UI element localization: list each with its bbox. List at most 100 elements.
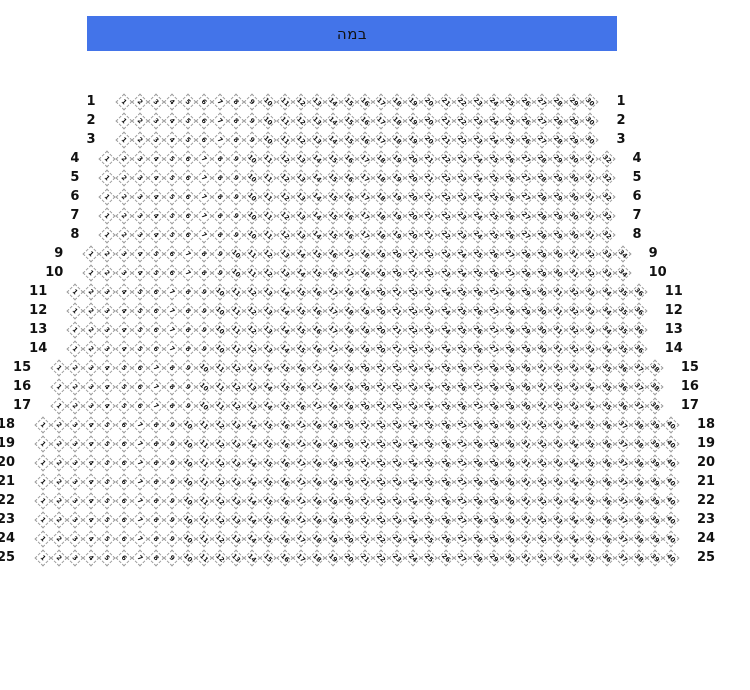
seat[interactable]: 21	[404, 264, 422, 282]
seat[interactable]: 31	[549, 283, 567, 301]
seat[interactable]: 2	[115, 169, 133, 187]
seat[interactable]: 36	[598, 549, 616, 567]
seat[interactable]: 32	[565, 340, 583, 358]
seat[interactable]: 2	[115, 226, 133, 244]
seat[interactable]: 13	[243, 397, 261, 415]
seat[interactable]: 17	[292, 549, 310, 567]
seat[interactable]: 1	[82, 264, 100, 282]
seat[interactable]: 25	[420, 473, 438, 491]
seat[interactable]: 15	[259, 473, 277, 491]
seat[interactable]: 26	[501, 169, 519, 187]
seat[interactable]: 10	[179, 530, 197, 548]
seat[interactable]: 16	[276, 416, 294, 434]
seat[interactable]: 18	[340, 340, 358, 358]
seat[interactable]: 25	[437, 397, 455, 415]
seat[interactable]: 4	[82, 473, 100, 491]
seat[interactable]: 9	[163, 511, 181, 529]
seat[interactable]: 28	[533, 150, 551, 168]
seat[interactable]: 15	[292, 321, 310, 339]
seat[interactable]: 24	[404, 492, 422, 510]
seat[interactable]: 12	[211, 473, 229, 491]
seat[interactable]: 18	[324, 378, 342, 396]
seat[interactable]: 8	[179, 302, 197, 320]
seat[interactable]: 38	[630, 492, 648, 510]
seat[interactable]: 7	[163, 340, 181, 358]
seat[interactable]: 9	[195, 283, 213, 301]
seat[interactable]: 11	[195, 549, 213, 567]
seat[interactable]: 23	[388, 530, 406, 548]
seat[interactable]: 26	[453, 378, 471, 396]
seat[interactable]: 36	[630, 340, 648, 358]
seat[interactable]: 19	[324, 473, 342, 491]
seat[interactable]: 4	[147, 169, 165, 187]
seat[interactable]: 21	[356, 454, 374, 472]
seat[interactable]: 25	[485, 188, 503, 206]
seat[interactable]: 8	[195, 264, 213, 282]
seat[interactable]: 38	[630, 454, 648, 472]
seat[interactable]: 39	[646, 492, 664, 510]
seat[interactable]: 5	[147, 245, 165, 263]
seat[interactable]: 2	[66, 378, 84, 396]
seat[interactable]: 9	[195, 302, 213, 320]
seat[interactable]: 37	[630, 378, 648, 396]
seat[interactable]: 11	[227, 302, 245, 320]
seat[interactable]: 22	[388, 397, 406, 415]
seat[interactable]: 14	[243, 416, 261, 434]
seat[interactable]: 9	[195, 340, 213, 358]
seat[interactable]: 22	[372, 435, 390, 453]
seat[interactable]: 6	[115, 435, 133, 453]
seat[interactable]: 19	[324, 416, 342, 434]
seat[interactable]: 21	[356, 549, 374, 567]
seat[interactable]: 4	[147, 150, 165, 168]
seat[interactable]: 25	[420, 492, 438, 510]
seat[interactable]: 16	[308, 321, 326, 339]
seat[interactable]: 24	[404, 473, 422, 491]
seat[interactable]: 25	[453, 302, 471, 320]
seat[interactable]: 4	[115, 321, 133, 339]
seat[interactable]: 24	[404, 530, 422, 548]
seat[interactable]: 2	[50, 435, 68, 453]
seat[interactable]: 13	[292, 226, 310, 244]
seat[interactable]: 16	[308, 302, 326, 320]
seat[interactable]: 31	[581, 150, 599, 168]
seat[interactable]: 26	[437, 454, 455, 472]
seat[interactable]: 21	[372, 397, 390, 415]
seat[interactable]: 18	[388, 112, 406, 130]
seat[interactable]: 20	[340, 454, 358, 472]
seat[interactable]: 2	[115, 150, 133, 168]
seat[interactable]: 1	[34, 473, 52, 491]
seat[interactable]: 29	[485, 492, 503, 510]
seat[interactable]: 15	[276, 378, 294, 396]
seat[interactable]: 1	[34, 492, 52, 510]
seat[interactable]: 31	[549, 340, 567, 358]
seat[interactable]: 35	[581, 530, 599, 548]
seat[interactable]: 3	[131, 169, 149, 187]
seat[interactable]: 32	[581, 264, 599, 282]
seat[interactable]: 22	[437, 226, 455, 244]
seat[interactable]: 8	[147, 416, 165, 434]
seat[interactable]: 31	[565, 245, 583, 263]
seat[interactable]: 11	[227, 321, 245, 339]
seat[interactable]: 29	[549, 188, 567, 206]
seat[interactable]: 18	[308, 511, 326, 529]
seat[interactable]: 8	[211, 226, 229, 244]
seat[interactable]: 8	[163, 397, 181, 415]
seat[interactable]: 17	[308, 397, 326, 415]
seat[interactable]: 8	[147, 530, 165, 548]
seat[interactable]: 17	[372, 131, 390, 149]
seat[interactable]: 26	[437, 492, 455, 510]
seat[interactable]: 6	[147, 302, 165, 320]
seat[interactable]: 6	[115, 454, 133, 472]
seat[interactable]: 13	[259, 283, 277, 301]
seat[interactable]: 36	[614, 378, 632, 396]
seat[interactable]: 39	[646, 454, 664, 472]
seat[interactable]: 4	[147, 188, 165, 206]
seat[interactable]: 26	[469, 321, 487, 339]
seat[interactable]: 26	[501, 226, 519, 244]
seat[interactable]: 27	[517, 169, 535, 187]
seat[interactable]: 6	[131, 378, 149, 396]
seat[interactable]: 10	[259, 93, 277, 111]
seat[interactable]: 38	[630, 416, 648, 434]
seat[interactable]: 12	[211, 435, 229, 453]
seat[interactable]: 2	[82, 321, 100, 339]
